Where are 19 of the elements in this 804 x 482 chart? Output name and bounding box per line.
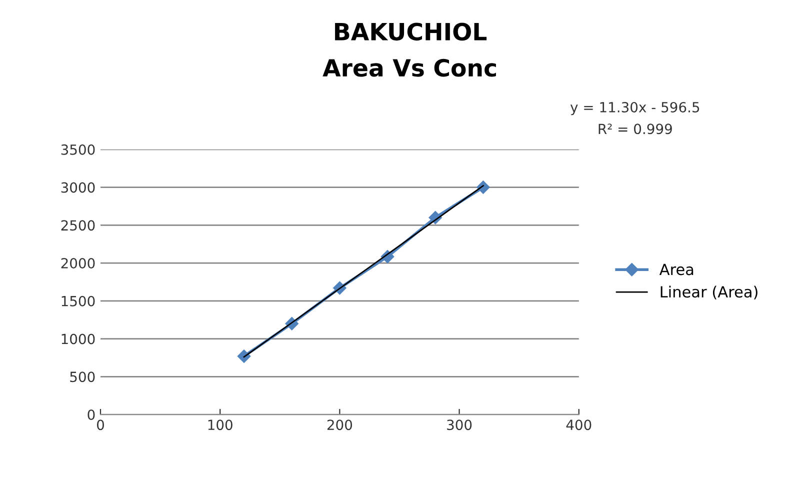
y-tick-label: 1500 (62, 296, 95, 306)
text: y = 11.30x - 596.5 (570, 102, 700, 116)
legend-label: Area (659, 264, 694, 276)
x-tick-label: 0 (96, 420, 104, 430)
chart-subtitle: Area Vs Conc (322, 58, 496, 77)
x-tick-label: 300 (447, 420, 472, 430)
y-tick-label: 2000 (61, 258, 95, 269)
y-tick-label: 3000 (61, 182, 95, 193)
y-tick-label: 3500 (61, 144, 95, 155)
x-tick-label: 200 (327, 420, 352, 430)
y-tick-label: 0 (88, 409, 95, 420)
chart-title: BAKUCHIOL (335, 22, 487, 41)
text: R² = 0.999 (598, 124, 672, 134)
y-tick-label: 2500 (61, 220, 95, 231)
x-tick-label: 400 (566, 420, 592, 430)
legend-label: Linear (Area) (660, 286, 758, 300)
y-tick-label: 500 (70, 372, 95, 382)
x-tick-label: 100 (208, 420, 232, 430)
y-tick-label: 1000 (62, 334, 95, 344)
